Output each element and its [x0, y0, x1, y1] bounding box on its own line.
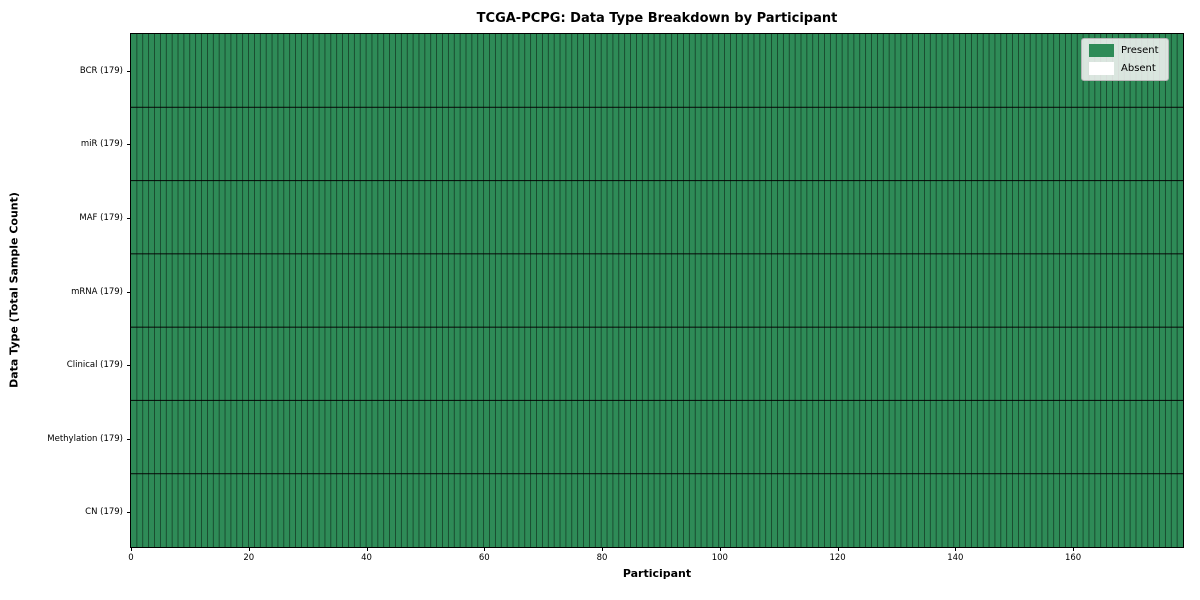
x-tick — [1073, 547, 1075, 551]
heatmap-row — [131, 327, 1183, 401]
y-tick-label: miR (179) — [80, 139, 123, 150]
chart-title: TCGA-PCPG: Data Type Breakdown by Partic… — [476, 11, 838, 26]
heatmap-row — [131, 34, 1183, 108]
legend-label: Present — [1121, 45, 1159, 56]
legend-entry: Present — [1089, 44, 1159, 57]
x-axis-label: Participant — [622, 567, 692, 580]
x-tick-label: 60 — [478, 553, 490, 563]
x-tick — [955, 547, 957, 551]
y-tick — [127, 291, 131, 293]
heatmap-row — [131, 400, 1183, 474]
y-tick — [127, 365, 131, 367]
y-tick-label: BCR (179) — [79, 65, 123, 76]
y-tick-label: mRNA (179) — [71, 286, 123, 297]
legend-swatch — [1089, 44, 1114, 57]
x-tick — [602, 547, 604, 551]
legend-entry: Absent — [1089, 62, 1159, 75]
x-tick-label: 20 — [243, 553, 255, 563]
y-tick-label: Clinical (179) — [66, 360, 123, 371]
x-tick — [366, 547, 368, 551]
heatmap-row — [131, 180, 1183, 254]
y-tick-label: MAF (179) — [79, 212, 123, 223]
heatmap-row — [131, 253, 1183, 328]
y-tick-label: CN (179) — [85, 507, 123, 518]
x-tick-label: 0 — [128, 553, 134, 563]
y-tick-label: Methylation (179) — [47, 433, 123, 444]
x-tick-label: 40 — [361, 553, 372, 563]
x-tick — [131, 547, 132, 551]
x-tick — [719, 547, 721, 551]
y-tick — [127, 512, 131, 514]
legend: Present Absent — [1081, 38, 1169, 81]
y-axis-label: Data Type (Total Sample Count) — [7, 192, 21, 388]
x-tick-label: 140 — [947, 553, 964, 563]
x-tick-label: 80 — [596, 553, 608, 563]
x-tick — [248, 547, 250, 551]
plot-area: 0 20 40 60 80 100 120 140 160 BCR (179) miR (179)… — [47, 33, 1184, 563]
legend-swatch — [1089, 62, 1114, 75]
x-tick-label: 120 — [829, 553, 846, 563]
x-tick-label: 160 — [1064, 553, 1082, 563]
heatmap-row — [131, 107, 1183, 181]
x-tick — [484, 547, 486, 551]
x-tick — [837, 547, 839, 551]
y-tick — [127, 144, 131, 146]
y-tick — [127, 217, 131, 219]
heatmap-grid — [131, 34, 1183, 547]
y-tick — [127, 70, 131, 72]
legend-label: Absent — [1121, 63, 1156, 74]
y-tick — [127, 438, 131, 440]
x-tick-label: 100 — [711, 553, 728, 563]
heatmap-row — [131, 473, 1183, 547]
